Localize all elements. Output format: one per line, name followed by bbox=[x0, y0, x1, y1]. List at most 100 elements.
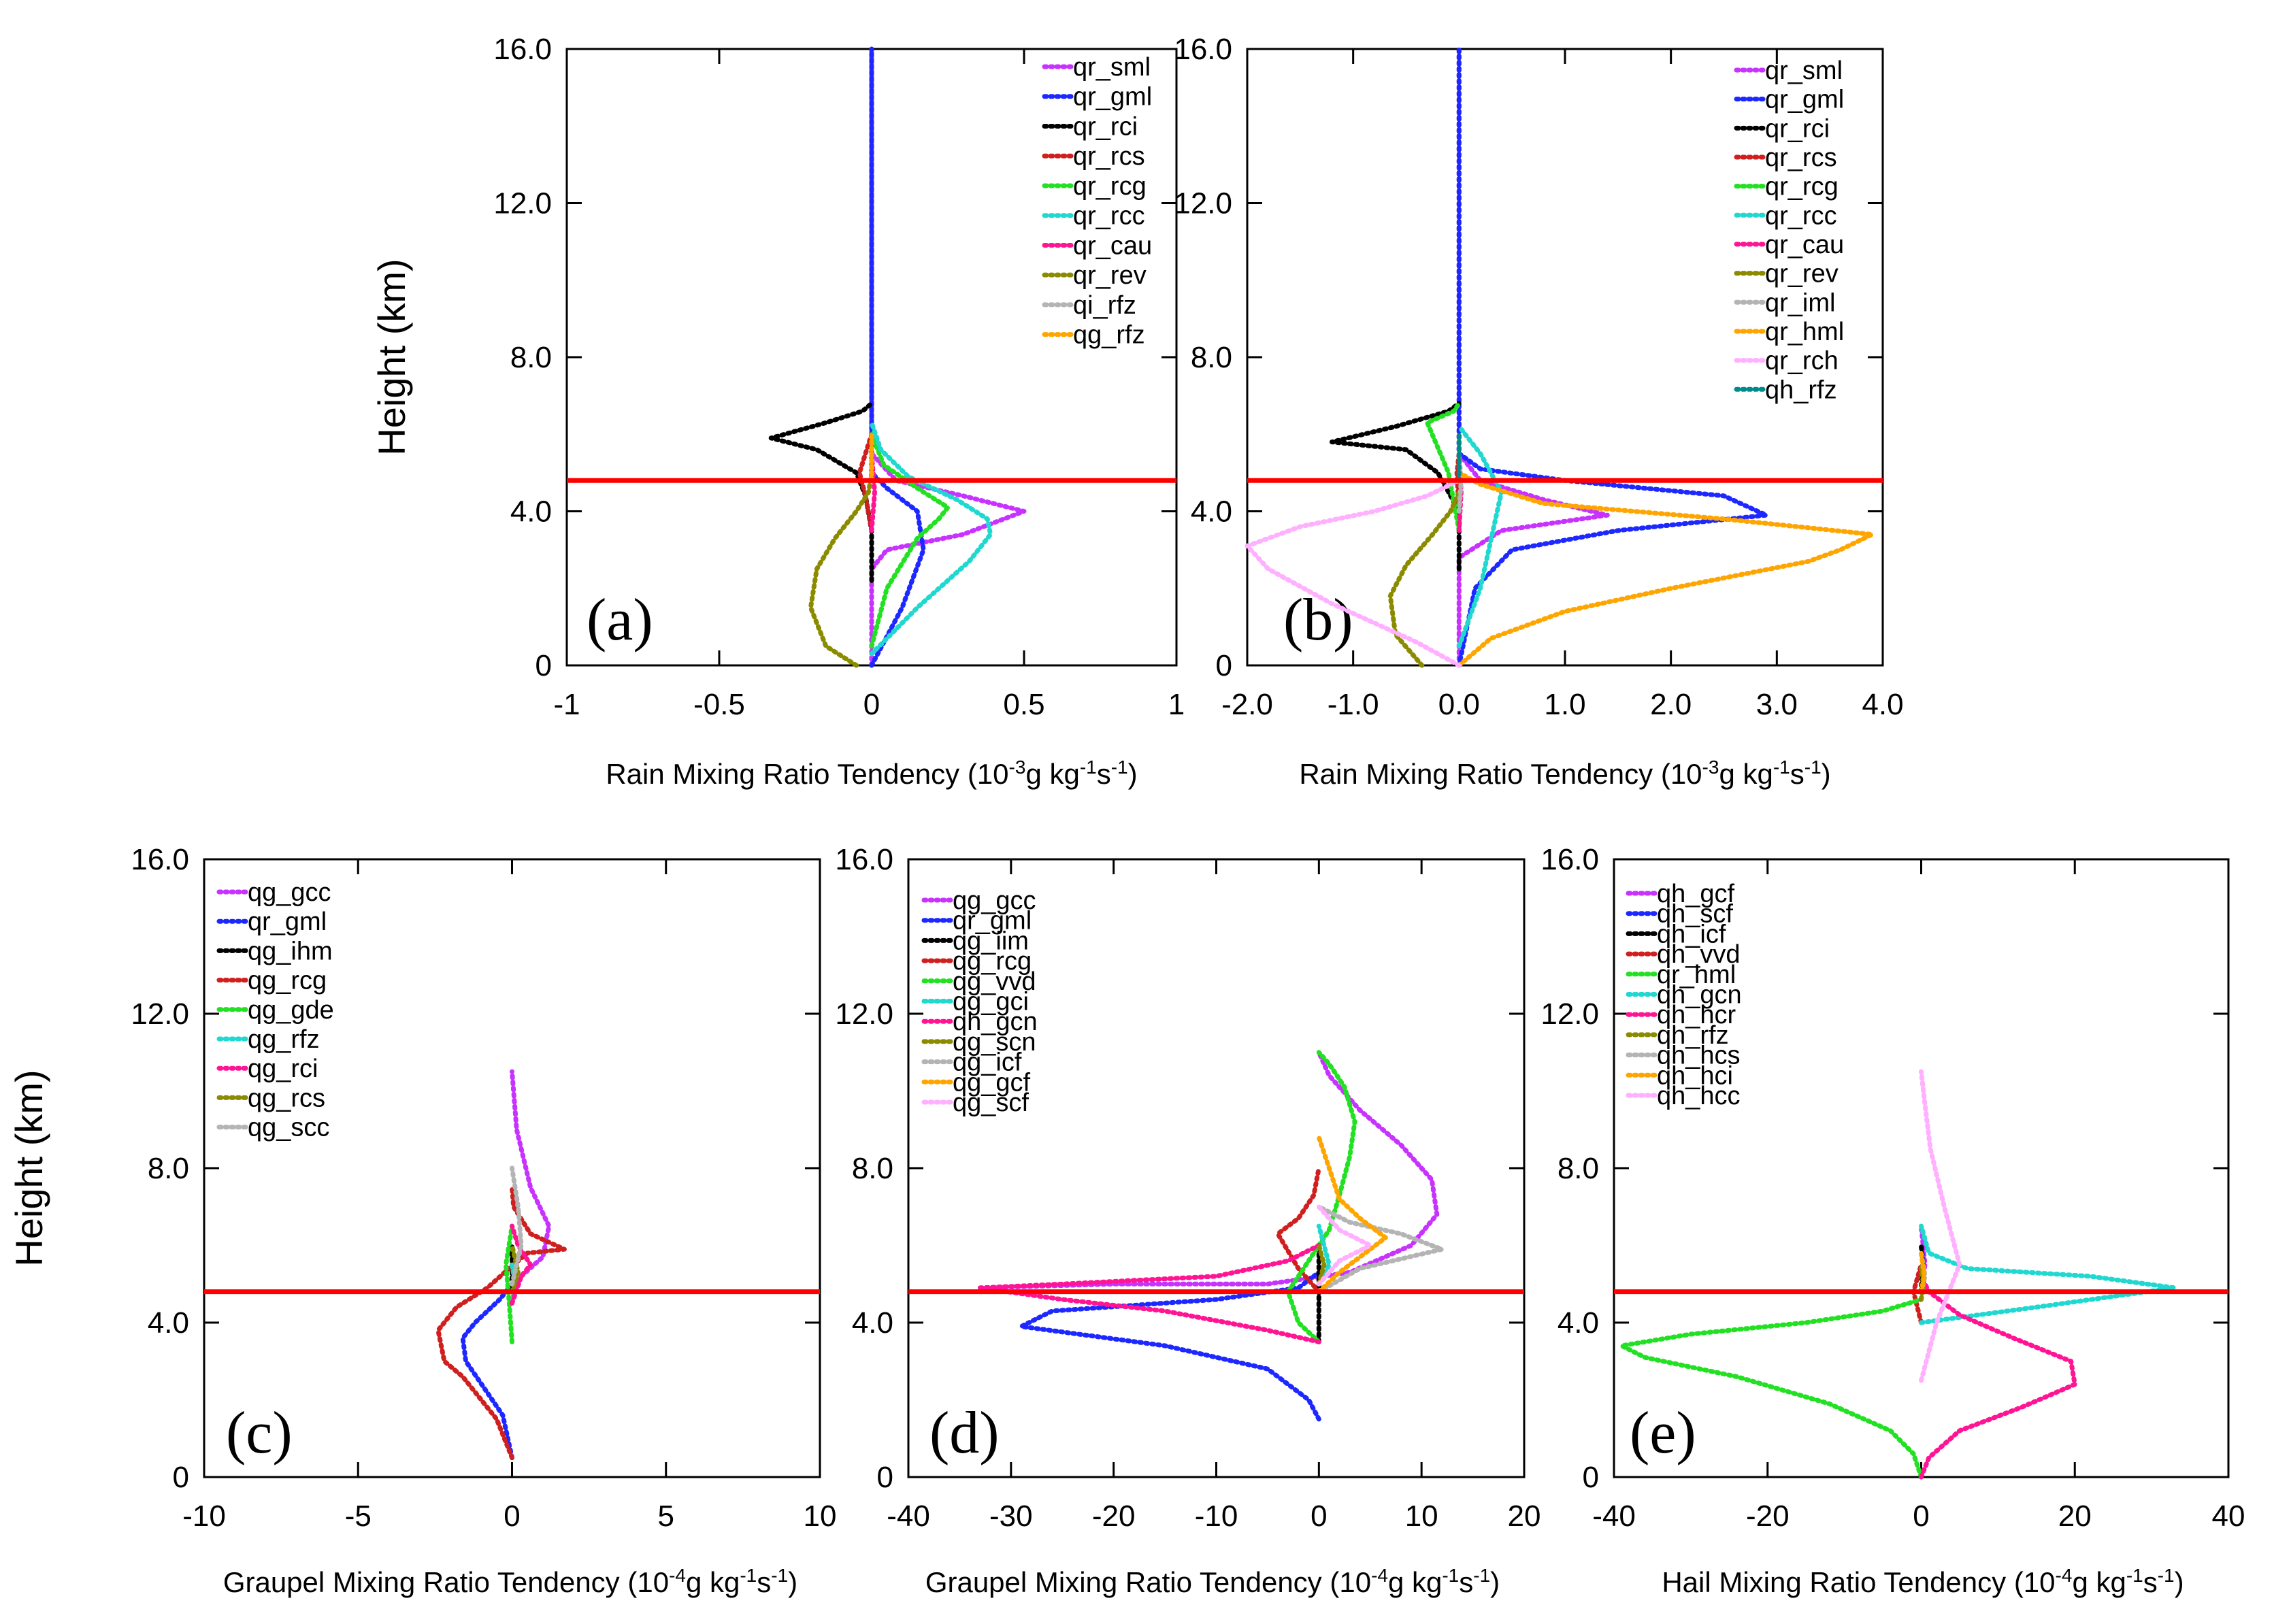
x-tick-label: 40 bbox=[2212, 1499, 2245, 1533]
series-line-qr-hml bbox=[1456, 470, 1875, 668]
x-tick-label: -0.5 bbox=[693, 688, 745, 721]
x-tick-label: 20 bbox=[2058, 1499, 2092, 1533]
series-line-qr-gml bbox=[1456, 46, 1769, 668]
legend-label: qr_rci bbox=[1765, 114, 1830, 143]
x-tick-label: 0 bbox=[504, 1499, 520, 1533]
y-tick-label: 4.0 bbox=[1191, 495, 1232, 529]
x-tick-label: -10 bbox=[1195, 1499, 1238, 1533]
legend-label: qr_rcg bbox=[1073, 172, 1147, 201]
panel-c: Height (km) Graupel Mixing Ratio Tendenc… bbox=[7, 843, 836, 1598]
legend-label: qg_icf bbox=[953, 1048, 1022, 1077]
x-tick-label: 3.0 bbox=[1756, 688, 1798, 721]
x-tick-label: 1.0 bbox=[1544, 688, 1585, 721]
legend-label: qr_sml bbox=[1073, 53, 1151, 82]
panel-e: Hail Mixing Ratio Tendency (10-4g kg-1s-… bbox=[1540, 843, 2245, 1598]
series-line-qg-rcg bbox=[435, 1184, 567, 1461]
series-line-qr-rev bbox=[808, 470, 874, 668]
legend-label: qg_rci bbox=[248, 1055, 318, 1083]
y-tick-label: 0 bbox=[877, 1461, 893, 1494]
legend-label: qr_hml bbox=[1765, 318, 1844, 346]
legend-label: qg_rcs bbox=[248, 1084, 325, 1112]
y-tick-label: 0 bbox=[1583, 1461, 1599, 1494]
panel-label: (a) bbox=[587, 587, 653, 653]
series-line-qr-sml bbox=[1456, 46, 1610, 668]
x-tick-label: -1.0 bbox=[1328, 688, 1379, 721]
x-tick-label: 20 bbox=[1508, 1499, 1541, 1533]
legend-label: qg_rcg bbox=[248, 967, 327, 995]
y-tick-label: 12.0 bbox=[1540, 997, 1599, 1031]
legend-label: qg_gci bbox=[953, 988, 1029, 1016]
y-tick-label: 8.0 bbox=[148, 1152, 189, 1185]
series-line-qr-rcc bbox=[869, 420, 993, 657]
panel-a: Height (km) Rain Mixing Ratio Tendency (… bbox=[370, 33, 1185, 790]
series-line-qh-hci bbox=[1919, 1250, 1927, 1295]
legend-label: qr_rcs bbox=[1765, 144, 1837, 172]
legend-label: qh_vvd bbox=[1657, 940, 1741, 969]
x-tick-label: 0 bbox=[1311, 1499, 1327, 1533]
legend-label: qr_hml bbox=[1657, 961, 1736, 989]
legend-label: qr_cau bbox=[1765, 231, 1844, 259]
x-axis-label: Graupel Mixing Ratio Tendency (10-4g kg-… bbox=[223, 1565, 797, 1599]
y-tick-label: 0 bbox=[1216, 649, 1232, 682]
series-line-qg-icf bbox=[1316, 1204, 1445, 1295]
y-tick-label: 12.0 bbox=[131, 997, 189, 1031]
legend-label: qr_iml bbox=[1765, 288, 1835, 317]
x-tick-label: -10 bbox=[182, 1499, 226, 1533]
legend-label: qh_icf bbox=[1657, 920, 1726, 948]
legend-label: qr_rev bbox=[1765, 260, 1839, 288]
legend-label: qg_scf bbox=[953, 1089, 1029, 1117]
y-tick-label: 16.0 bbox=[131, 843, 189, 876]
legend-label: qr_rev bbox=[1073, 261, 1147, 290]
x-tick-label: -40 bbox=[1592, 1499, 1636, 1533]
legend-label: qr_sml bbox=[1765, 56, 1843, 85]
panel-d: Graupel Mixing Ratio Tendency (10-4g kg-… bbox=[835, 843, 1540, 1598]
legend-label: qg_rfz bbox=[248, 1025, 320, 1054]
series-line-qr-gml bbox=[1019, 1270, 1321, 1422]
x-tick-label: 0 bbox=[1913, 1499, 1929, 1533]
legend-label: qr_gml bbox=[1765, 86, 1844, 114]
series-line-qr-hml bbox=[1619, 1297, 1924, 1480]
legend-label: qg_scn bbox=[953, 1028, 1036, 1057]
legend-label: qr_cau bbox=[1073, 231, 1152, 260]
x-tick-label: 4.0 bbox=[1862, 688, 1903, 721]
series-line-qr-rci bbox=[1330, 401, 1462, 571]
series-line-qr-rcs bbox=[857, 431, 874, 533]
series-line-qr-sml bbox=[869, 46, 1027, 668]
y-tick-label: 16.0 bbox=[835, 843, 893, 876]
x-tick-label: -40 bbox=[887, 1499, 930, 1533]
legend-label: qg_gcf bbox=[953, 1068, 1031, 1097]
x-tick-label: -30 bbox=[989, 1499, 1033, 1533]
legend-label: qg_iim bbox=[953, 927, 1029, 955]
y-axis-label: Height (km) bbox=[370, 259, 413, 455]
x-tick-label: 5 bbox=[658, 1499, 674, 1533]
y-tick-label: 8.0 bbox=[510, 341, 552, 374]
y-tick-label: 8.0 bbox=[1191, 341, 1232, 374]
legend-label: qh_hcr bbox=[1657, 1001, 1736, 1029]
y-tick-label: 16.0 bbox=[1540, 843, 1599, 876]
x-tick-label: -1 bbox=[553, 688, 580, 721]
legend-label: qg_vvd bbox=[953, 967, 1036, 996]
legend-label: qh_scf bbox=[1657, 900, 1733, 929]
series-line-qg-gci bbox=[1316, 1223, 1332, 1287]
legend-label: qr_rci bbox=[1073, 112, 1138, 141]
legend-label: qr_gml bbox=[953, 907, 1032, 935]
y-tick-label: 8.0 bbox=[1558, 1152, 1599, 1185]
panel-label: (c) bbox=[226, 1400, 293, 1466]
y-tick-label: 0 bbox=[535, 649, 552, 682]
x-tick-label: -5 bbox=[345, 1499, 372, 1533]
legend-label: qh_hci bbox=[1657, 1061, 1733, 1090]
x-tick-label: 0.5 bbox=[1003, 688, 1044, 721]
series-line-qh-gcn bbox=[1919, 1223, 2177, 1325]
y-tick-label: 4.0 bbox=[852, 1306, 893, 1340]
series-line-qh-hcc bbox=[1919, 1069, 1962, 1383]
x-axis-label: Graupel Mixing Ratio Tendency (10-4g kg-… bbox=[925, 1565, 1500, 1599]
y-tick-label: 12.0 bbox=[1174, 187, 1232, 220]
x-tick-label: 10 bbox=[1405, 1499, 1438, 1533]
series-line-qr-gml bbox=[460, 1281, 514, 1461]
y-tick-label: 12.0 bbox=[835, 997, 893, 1031]
series-line-qr-rcg bbox=[1425, 401, 1462, 533]
series-line-qr-rci bbox=[768, 401, 874, 583]
series-line-qg-gde bbox=[504, 1223, 514, 1344]
legend-label: qh_hcs bbox=[1657, 1042, 1741, 1070]
